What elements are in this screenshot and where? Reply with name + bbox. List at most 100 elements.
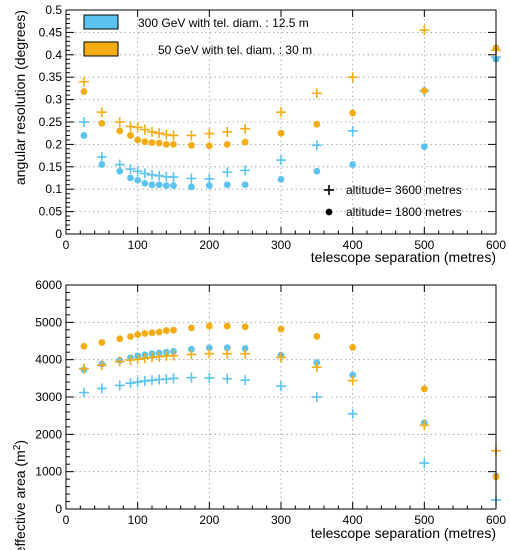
data-point-cross: [114, 356, 125, 367]
data-point-cross: [204, 128, 215, 139]
legend-swatch-300gev: [83, 14, 119, 30]
data-point-cross: [240, 123, 251, 134]
data-point-circle: [277, 129, 285, 137]
data-point-circle: [148, 139, 156, 147]
data-point-circle: [188, 324, 195, 332]
y-tick-label: 3000: [35, 390, 62, 404]
y-tick-label: 0.3: [45, 93, 62, 107]
x-tick-label: 300: [271, 513, 291, 527]
data-point-circle: [141, 330, 149, 337]
x-tick-label: 200: [199, 513, 219, 527]
data-point-circle: [155, 328, 163, 336]
color-legend: 300 GeV with tel. diam. : 12.5 m 50 GeV …: [83, 14, 312, 57]
data-point-circle: [188, 183, 195, 191]
y-tick-label: 5000: [35, 315, 62, 329]
data-point-circle: [420, 87, 428, 95]
series-50gev-1800m: [80, 322, 500, 481]
legend-label-1800m: altitude= 1800 metres: [346, 205, 462, 219]
data-point-circle: [162, 327, 170, 334]
x-tick-label: 200: [199, 238, 219, 252]
data-point-cross: [125, 121, 136, 132]
y-tick-label: 2000: [35, 427, 62, 441]
data-point-circle: [80, 132, 88, 139]
data-point-circle: [134, 331, 142, 339]
data-point-cross: [347, 72, 358, 83]
data-point-circle: [188, 141, 195, 149]
data-point-cross: [125, 378, 136, 389]
data-point-circle: [162, 182, 170, 190]
data-point-cross: [78, 117, 89, 127]
legend-circle-marker: [325, 208, 333, 216]
top-y-axis-label: angular resolution (degrees): [12, 10, 28, 185]
data-point-cross: [276, 107, 286, 118]
y-tick-label: 0: [55, 502, 62, 516]
data-point-circle: [241, 138, 249, 146]
data-point-circle: [98, 339, 106, 346]
y-tick-label: 0.15: [39, 160, 63, 174]
data-point-circle: [134, 136, 142, 144]
data-point-cross: [311, 362, 322, 373]
bottom-y-axis-label: effective area (m2): [12, 440, 28, 550]
y-tick-label: 0.2: [45, 137, 62, 151]
data-point-circle: [349, 371, 357, 379]
data-point-cross: [240, 165, 251, 176]
legend-cross-marker: [324, 185, 334, 195]
data-point-circle: [148, 329, 156, 337]
data-point-cross: [96, 151, 107, 162]
data-point-circle: [420, 143, 428, 151]
angular-resolution-panel: 0 100 200 300 400 500 600 0 0.05 0.1 0.15 0.2 0.25 0.…: [12, 3, 506, 265]
effective-area-panel: 0 100 200 300 400 500 600010002000300040005000…: [12, 278, 506, 550]
x-tick-label: 500: [414, 238, 434, 252]
data-point-cross: [132, 377, 143, 388]
legend-label-300gev: 300 GeV with tel. diam. : 12.5 m: [138, 16, 309, 30]
data-point-circle: [241, 345, 249, 352]
data-point-cross: [222, 348, 233, 359]
data-point-cross: [132, 166, 143, 177]
data-point-cross: [139, 168, 150, 179]
data-point-circle: [205, 322, 213, 330]
data-point-circle: [277, 325, 285, 333]
data-point-circle: [116, 127, 124, 135]
series-300gev-1800m: [80, 55, 500, 191]
data-point-circle: [205, 182, 213, 190]
data-point-cross: [78, 363, 89, 374]
data-point-cross: [276, 352, 286, 363]
series-50gev-3600m: [78, 348, 501, 456]
x-tick-label: 600: [486, 238, 506, 252]
data-point-cross: [311, 392, 322, 402]
legend-label-3600m: altitude= 3600 metres: [346, 183, 462, 197]
data-point-cross: [114, 380, 125, 391]
data-point-circle: [170, 326, 177, 334]
data-point-cross: [419, 458, 430, 469]
y-tick-label: 6000: [35, 278, 62, 292]
legend-label-50gev: 50 GeV with tel. diam. : 30 m: [158, 43, 312, 57]
data-point-circle: [349, 343, 357, 351]
data-point-circle: [141, 179, 149, 187]
data-point-circle: [313, 333, 321, 340]
data-point-cross: [168, 172, 179, 183]
data-point-cross: [154, 128, 165, 139]
x-tick-label: 100: [128, 513, 148, 527]
data-point-cross: [154, 170, 165, 181]
data-point-cross: [186, 130, 197, 141]
data-point-cross: [161, 129, 172, 140]
data-point-cross: [419, 420, 430, 431]
data-point-cross: [186, 372, 197, 383]
data-point-cross: [240, 348, 251, 359]
data-point-cross: [186, 349, 197, 360]
data-point-circle: [223, 141, 231, 148]
data-point-cross: [347, 375, 358, 386]
bottom-x-axis-label: telescope separation (metres): [311, 525, 496, 541]
data-point-circle: [313, 167, 321, 175]
data-point-circle: [170, 141, 177, 148]
data-point-cross: [78, 76, 89, 87]
data-point-cross: [311, 88, 322, 99]
series-300gev-3600m: [78, 372, 501, 506]
data-point-circle: [155, 181, 163, 189]
marker-legend: altitude= 3600 metres altitude= 1800 met…: [324, 183, 462, 219]
data-point-circle: [188, 345, 195, 353]
series-300gev-3600m: [78, 52, 501, 184]
y-tick-label: 0.05: [39, 205, 63, 219]
series-50gev-1800m: [80, 44, 500, 150]
data-point-circle: [241, 181, 249, 189]
